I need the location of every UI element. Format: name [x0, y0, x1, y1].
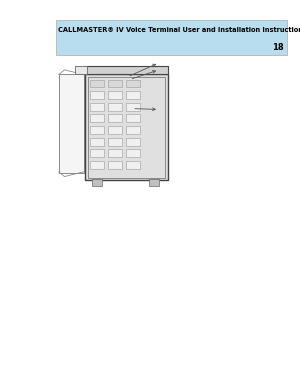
Bar [56, 20, 286, 55]
Bar [90, 161, 104, 169]
Bar [148, 179, 159, 186]
Bar [126, 149, 140, 157]
Bar [108, 149, 122, 157]
Bar [126, 114, 140, 122]
Bar [90, 91, 104, 99]
Bar [108, 114, 122, 122]
Text: 18: 18 [272, 43, 284, 52]
Bar [85, 66, 168, 74]
Bar [88, 77, 165, 178]
Text: CALLMASTER® IV Voice Terminal User and Installation Instructions: CALLMASTER® IV Voice Terminal User and I… [58, 27, 300, 33]
Bar [126, 138, 140, 146]
Bar [108, 161, 122, 169]
Bar [90, 80, 104, 87]
Bar [108, 91, 122, 99]
Bar [126, 80, 140, 87]
Bar [126, 91, 140, 99]
Bar [90, 126, 104, 134]
Bar [108, 138, 122, 146]
Bar [126, 103, 140, 111]
Bar [85, 74, 168, 180]
Bar [58, 74, 84, 173]
Bar [126, 126, 140, 134]
Bar [108, 126, 122, 134]
Bar [90, 103, 104, 111]
Bar [108, 80, 122, 87]
Bar [126, 161, 140, 169]
Bar [75, 66, 87, 74]
Bar [90, 138, 104, 146]
Bar [108, 103, 122, 111]
Bar [90, 114, 104, 122]
Bar [90, 149, 104, 157]
Bar [92, 179, 102, 186]
